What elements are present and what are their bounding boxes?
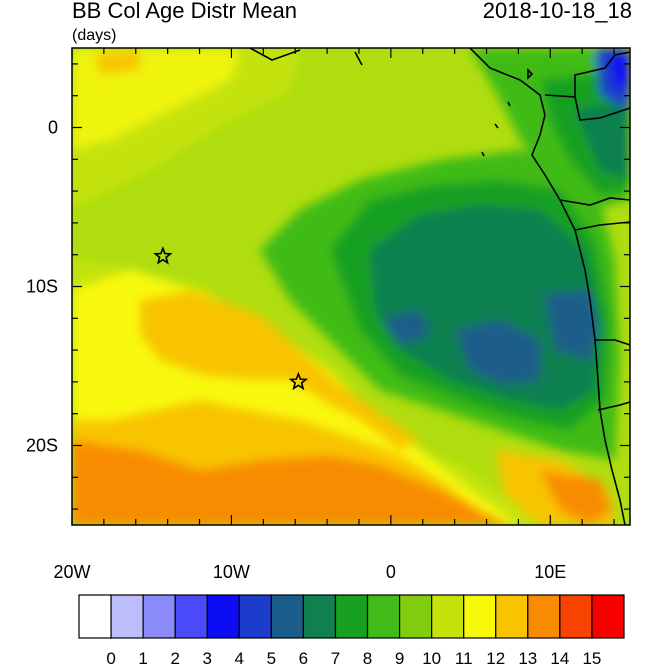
colorbar-label: 15: [582, 649, 601, 667]
colorbar: 0 1 2 3 4 5 6 7 8 9 10 11 12 13 14 15: [78, 594, 625, 667]
colorbar-label: 4: [235, 649, 244, 667]
star-marker-1: [153, 246, 173, 265]
colorbar-label: 0: [106, 649, 115, 667]
x-tick-label: 10E: [534, 562, 566, 582]
datetime-label: 2018-10-18_18: [482, 0, 632, 23]
colorbar-label: 8: [363, 649, 372, 667]
colorbar-label: 10: [422, 649, 441, 667]
colorbar-swatch: [495, 594, 529, 639]
colorbar-label: 12: [486, 649, 505, 667]
colorbar-label: 1: [138, 649, 147, 667]
colorbar-label: 7: [331, 649, 340, 667]
age-field: [72, 48, 630, 525]
units-label: (days): [72, 27, 117, 44]
colorbar-swatch: [78, 594, 112, 639]
colorbar-swatch: [174, 594, 208, 639]
colorbar-swatch: [238, 594, 272, 639]
colorbar-swatch: [142, 594, 176, 639]
axis-labels: 20W 10W 0 10E 0 10S 20S: [26, 118, 566, 583]
x-tick-label: 10W: [213, 562, 250, 582]
star-marker-2: [288, 371, 309, 391]
y-tick-label: 10S: [26, 277, 58, 297]
colorbar-swatch: [270, 594, 305, 639]
x-tick-label: 0: [386, 562, 396, 582]
y-tick-label: 20S: [26, 436, 58, 456]
x-tick-label: 20W: [53, 562, 90, 582]
map-title: BB Col Age Distr Mean: [72, 0, 297, 23]
colorbar-label: 13: [518, 649, 537, 667]
colorbar-label: 2: [170, 649, 179, 667]
colorbar-label: 14: [550, 649, 569, 667]
colorbar-label: 3: [203, 649, 212, 667]
colorbar-swatch: [334, 594, 369, 639]
station-markers: [153, 246, 309, 391]
colorbar-swatch: [302, 594, 337, 639]
colorbar-swatch: [206, 594, 240, 639]
colorbar-swatch: [366, 594, 401, 639]
colorbar-swatch: [591, 594, 625, 639]
colorbar-swatch: [110, 594, 144, 639]
colorbar-swatch: [398, 594, 433, 639]
colorbar-swatch: [559, 594, 593, 639]
colorbar-swatch: [431, 594, 465, 639]
colorbar-label: 6: [299, 649, 308, 667]
colorbar-label: 5: [267, 649, 276, 667]
axis-ticks: [71, 48, 630, 525]
colorbar-swatch: [463, 594, 497, 639]
y-tick-label: 0: [48, 118, 58, 138]
colorbar-swatch: [527, 594, 561, 639]
coastline: [249, 48, 630, 525]
colorbar-label: 9: [395, 649, 404, 667]
colorbar-label: 11: [455, 649, 473, 667]
